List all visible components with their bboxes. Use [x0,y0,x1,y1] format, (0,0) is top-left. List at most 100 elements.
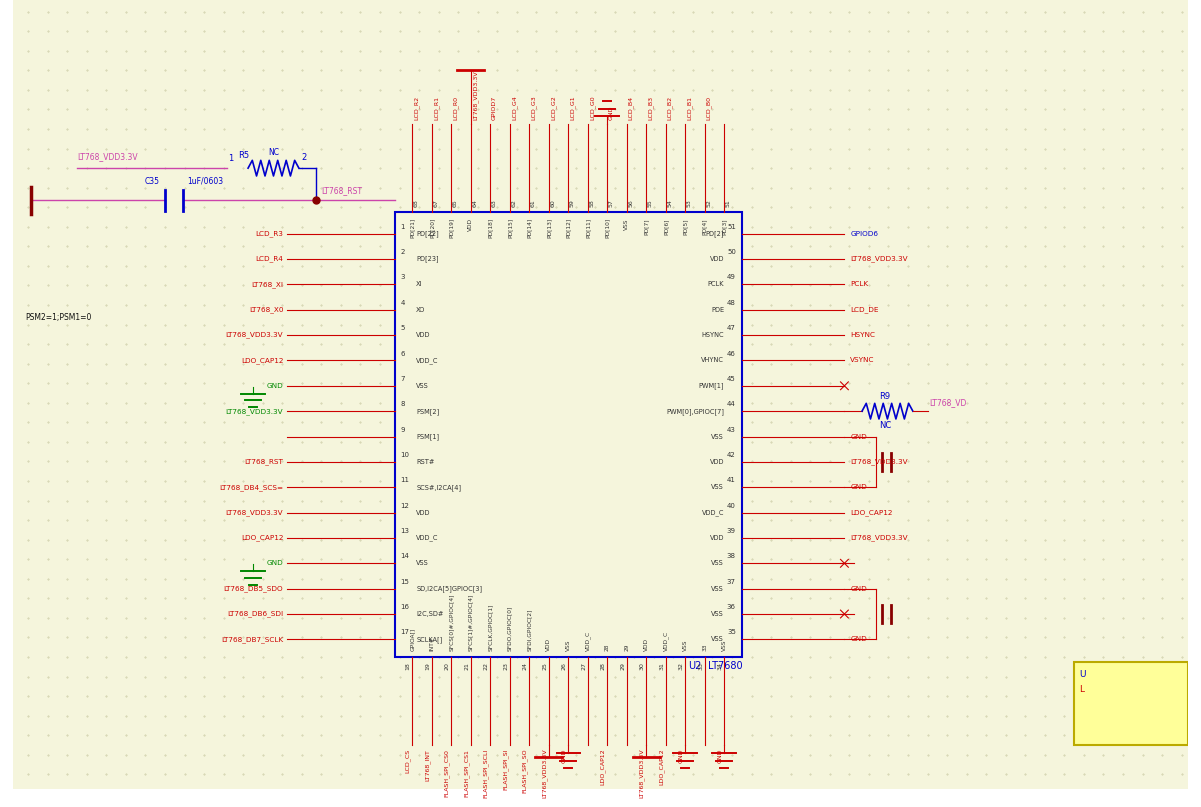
Text: NC: NC [879,421,892,430]
Text: LCD_R1: LCD_R1 [434,96,438,120]
Text: U: U [1078,670,1086,679]
Text: LT768_VDD3.3V: LT768_VDD3.3V [850,458,908,466]
Text: VDD_C: VDD_C [701,509,724,516]
Text: 40: 40 [727,503,736,508]
Text: 25: 25 [543,662,548,670]
Text: 46: 46 [727,350,736,357]
Text: 12: 12 [401,503,410,508]
Text: VDD_C: VDD_C [585,631,591,651]
Text: PD[11]: PD[11] [585,218,590,238]
Text: 6: 6 [401,350,405,357]
Text: PD[5]: PD[5] [682,218,688,235]
Text: LCD_CS: LCD_CS [405,749,411,773]
Text: PWM[0],GPIOC[7]: PWM[0],GPIOC[7] [667,408,724,415]
Text: VDD: VDD [710,256,724,262]
Text: VDD: VDD [710,535,724,541]
Text: LT768_VDD3.3V: LT768_VDD3.3V [472,71,478,120]
Text: 42: 42 [727,452,736,458]
Text: LDO_CAP12: LDO_CAP12 [240,357,283,364]
Text: 15: 15 [401,579,410,585]
Text: 36: 36 [727,604,736,610]
Text: PD[20]: PD[20] [429,218,435,238]
Text: 43: 43 [727,427,736,433]
Text: LCD_B4: LCD_B4 [628,96,634,120]
Text: VSS: VSS [711,637,724,642]
Text: 51: 51 [727,224,736,230]
Text: XI: XI [417,282,423,287]
Text: LT768_DB6_SDI: LT768_DB6_SDI [227,611,283,617]
Text: NC: NC [268,148,279,157]
Text: PD[2]: PD[2] [706,230,724,237]
Text: VDD: VDD [417,332,431,338]
Bar [1074,662,1188,745]
Text: VDD: VDD [546,638,551,651]
Text: 49: 49 [727,274,736,281]
Text: 59: 59 [569,199,575,207]
Text: FLASH_SPI_SI: FLASH_SPI_SI [502,749,508,790]
Text: GND: GND [850,586,867,592]
Text: 7: 7 [401,376,405,382]
Text: 30: 30 [640,662,645,670]
Text: PCLK: PCLK [850,282,868,287]
Text: 35: 35 [727,629,736,635]
Text: U2: U2 [688,661,701,671]
Text: SCS#,I2CA[4]: SCS#,I2CA[4] [417,484,461,491]
Text: FLASH_SPI_SO: FLASH_SPI_SO [522,749,527,793]
Text: PD[4]: PD[4] [703,218,707,235]
Text: HSYNC: HSYNC [701,332,724,338]
Text: 45: 45 [727,376,736,382]
Text: VHYNC: VHYNC [701,358,724,363]
Text: LT768_INT: LT768_INT [425,749,430,780]
Text: INT#: INT# [429,637,435,651]
Text: 57: 57 [609,199,614,207]
Text: VDD: VDD [417,509,431,516]
Text: 51: 51 [725,199,730,207]
Text: 44: 44 [727,401,736,408]
Text: LCD_B1: LCD_B1 [687,96,692,120]
Text: SFDO,GPIOC[0]: SFDO,GPIOC[0] [507,606,513,651]
Text: VSS: VSS [711,484,724,490]
Text: 60: 60 [550,199,555,207]
Text: 3: 3 [401,274,405,281]
Text: 55: 55 [647,199,652,207]
Text: 1: 1 [228,154,234,163]
Text: R5: R5 [238,152,250,161]
Text: GND: GND [679,749,683,763]
Text: 62: 62 [512,199,516,207]
Text: 8: 8 [401,401,405,408]
Text: PCLK: PCLK [707,282,724,287]
Text: LCD_G3: LCD_G3 [531,95,537,120]
Text: FLASH_SPI_SCLI: FLASH_SPI_SCLI [483,749,489,798]
Text: GND: GND [850,433,867,440]
Text: 17: 17 [401,629,410,635]
Text: VSS: VSS [417,383,429,389]
Text: PD[7]: PD[7] [644,218,649,235]
Text: 1: 1 [401,224,405,230]
Text: 27: 27 [581,662,586,670]
Text: LCD_G4: LCD_G4 [512,95,516,120]
Text: 28: 28 [600,662,605,670]
Text: PD[22]: PD[22] [417,230,440,237]
Text: SFCS[1]#,GPIOC[4]: SFCS[1]#,GPIOC[4] [468,594,473,651]
Text: VSS: VSS [417,560,429,567]
Text: PSM2=1;PSM1=0: PSM2=1;PSM1=0 [25,313,91,322]
Text: LCD_B3: LCD_B3 [647,96,653,120]
Text: LT768_DB4_SCS=: LT768_DB4_SCS= [219,484,283,491]
Text: 33: 33 [703,644,707,651]
Text: PD[21]: PD[21] [410,218,414,238]
Text: 13: 13 [401,528,410,534]
Text: LDO_CAP12: LDO_CAP12 [600,749,605,785]
Text: LT7680: LT7680 [707,661,742,671]
Bar [395,212,742,657]
Text: GND: GND [267,383,283,389]
Text: LT768_RST: LT768_RST [244,458,283,466]
Text: PD[19]: PD[19] [449,218,454,238]
Text: PD[10]: PD[10] [605,218,610,238]
Text: 23: 23 [503,662,508,670]
Text: 14: 14 [401,554,410,559]
Text: 61: 61 [531,199,536,207]
Text: 10: 10 [401,452,410,458]
Text: LT768_DB7_SCLK: LT768_DB7_SCLK [221,636,283,642]
Text: SFCLK,GPIOC[1]: SFCLK,GPIOC[1] [488,604,492,651]
Text: 48: 48 [727,300,736,306]
